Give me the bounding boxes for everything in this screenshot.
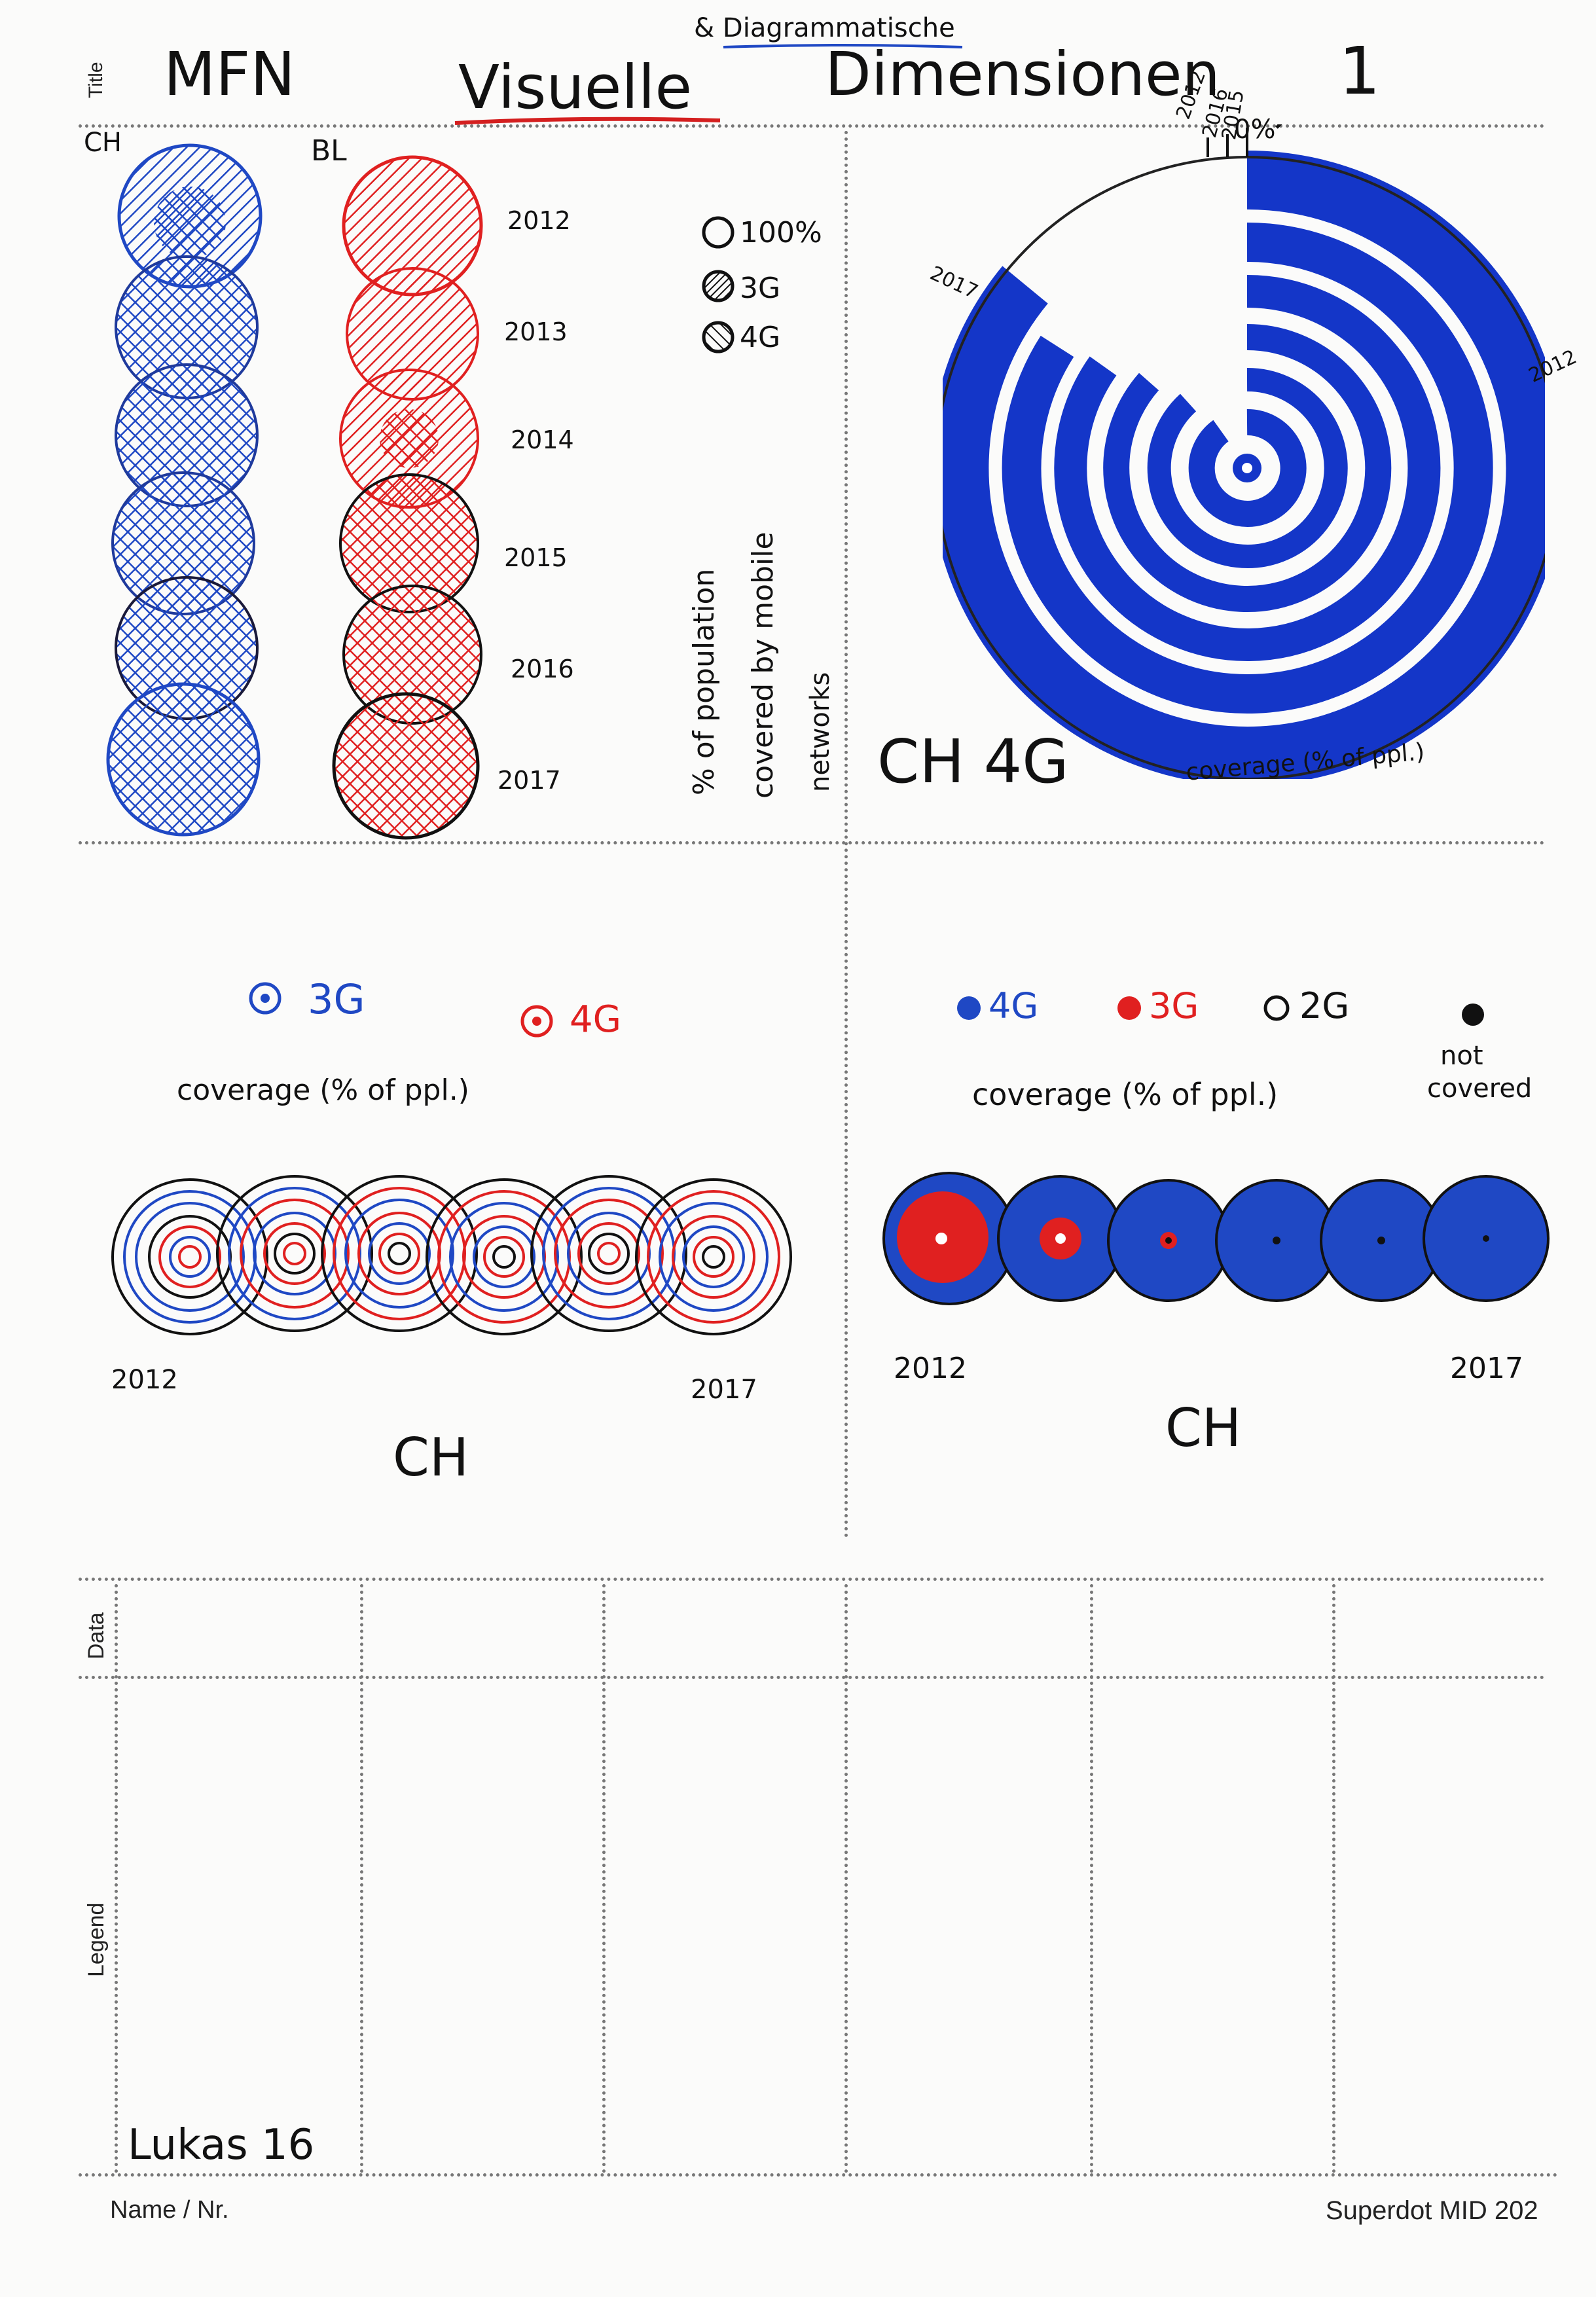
footer-divider: [79, 2173, 1558, 2177]
sketch3-legend-4g-icon: [520, 1005, 553, 1038]
sketch1-legend-4g: 4G: [740, 321, 781, 354]
sketch1-col-bl-label: BL: [311, 134, 347, 168]
sketch1-year-1: 2013: [504, 317, 568, 346]
title-underline: [454, 117, 721, 125]
grid-col-5: [1332, 1584, 1335, 2173]
sketch4-legend-4g-label: 4G: [988, 985, 1039, 1026]
title-word-dimensionen: Dimensionen: [825, 39, 1220, 109]
sketch4-legend-3g-label: 3G: [1149, 985, 1199, 1026]
sketch3-legend-3g-icon: [249, 982, 281, 1015]
sketch4-circle-2012: [882, 1172, 1016, 1305]
grid-col-0: [115, 1584, 118, 2173]
title-word-visuelle: Visuelle: [458, 52, 693, 122]
sketch1-ch-column: [106, 143, 263, 837]
sketch3-start-year: 2012: [111, 1365, 178, 1395]
sketch1-legend-100: 100%: [740, 216, 822, 249]
sketch3-circles: [111, 1175, 792, 1335]
sketch4-start-year: 2012: [894, 1352, 967, 1385]
sketch2-radial-chart: [943, 124, 1545, 779]
sketch1-year-0: 2012: [507, 206, 571, 235]
sketch2-top-label-zero: 0%: [1234, 115, 1276, 145]
sketch1-year-2: 2014: [511, 425, 574, 454]
author-signature: Lukas 16: [128, 2121, 315, 2169]
header-divider: [79, 124, 1545, 128]
sketch4-circle-2017: [1423, 1175, 1550, 1302]
data-row-label: Data: [84, 1612, 109, 1659]
sketch1-year-4: 2016: [511, 655, 574, 683]
ring-2013: [1002, 223, 1493, 714]
page-number: 1: [1339, 33, 1381, 109]
sketch1-legend-3g: 3G: [740, 272, 781, 305]
sketch4-circles: [882, 1172, 1550, 1305]
legend-row-label: Legend: [84, 1902, 109, 1977]
ring-2017: [1188, 408, 1307, 527]
sketch3-caption: CH: [393, 1427, 469, 1488]
ring-2014: [1054, 275, 1441, 661]
sketch3-legend-4g-label: 4G: [570, 998, 622, 1041]
legend-half-hatched-circle-icon: [702, 321, 735, 353]
sketch1-year-3: 2015: [504, 543, 568, 572]
sketch1-bl-column: [332, 155, 483, 840]
insert-underline: [723, 44, 963, 48]
brand-label: Superdot MID 202: [1326, 2196, 1538, 2225]
sketch4-legend-3g-icon: [1117, 996, 1141, 1020]
ring-2015: [1103, 324, 1392, 612]
sketch4-legend-not-covered-icon: [1462, 1004, 1484, 1026]
title-insert-text: & Diagrammatische: [694, 13, 955, 43]
row-divider-2: [79, 1578, 1545, 1581]
sketch4-legend-4g-icon: [957, 996, 981, 1020]
name-field-label: Name / Nr.: [110, 2196, 229, 2224]
sketch4-end-year: 2017: [1450, 1352, 1523, 1385]
sketch3-circle-2013: [216, 1175, 373, 1332]
sketch2-caption: CH 4G: [877, 727, 1069, 797]
sketch1-circles: [106, 143, 483, 840]
sketch4-not-covered-line1: not: [1440, 1041, 1483, 1071]
sketch4-circle-2013: [997, 1175, 1124, 1302]
legend-empty-circle-icon: [702, 216, 735, 249]
sketch4-circle-2015: [1215, 1179, 1338, 1302]
legend-hatched-circle-icon: [702, 270, 735, 302]
sketch3-circle-2017: [635, 1178, 792, 1335]
sketch1-axis-caption-line2: covered by mobile: [746, 532, 780, 799]
ring-2016: [1147, 367, 1348, 568]
grid-col-1: [360, 1584, 363, 2173]
sketch1-year-5: 2017: [498, 766, 561, 795]
grid-col-2: [602, 1584, 606, 2173]
sketch4-legend-2g-icon: [1263, 995, 1290, 1021]
sketch1-col-ch-label: CH: [84, 128, 122, 158]
sketch4-caption: CH: [1165, 1398, 1242, 1458]
grid-col-3: [844, 1584, 848, 2173]
grid-col-4: [1090, 1584, 1093, 2173]
row-divider-3: [79, 1676, 1545, 1679]
sketch1-axis-caption-line1: % of population: [687, 568, 721, 795]
row-divider-1: [79, 841, 1545, 844]
sketch4-legend-2g-label: 2G: [1299, 985, 1350, 1026]
ring-2012: [943, 151, 1545, 779]
sketch4-subtitle: coverage (% of ppl.): [972, 1077, 1279, 1112]
title-field-label: Title: [85, 62, 107, 98]
sketch4-not-covered-line2: covered: [1427, 1074, 1533, 1104]
sketch3-legend-3g-label: 3G: [308, 975, 365, 1023]
center-divider: [844, 131, 848, 1538]
sketch1-legend-icons: [702, 216, 735, 353]
sketch3-end-year: 2017: [691, 1375, 757, 1405]
sketch3-subtitle: coverage (% of ppl.): [177, 1074, 469, 1107]
sketch3-circle-2016: [530, 1175, 687, 1332]
sketch1-axis-caption-line3: networks: [805, 672, 835, 792]
sketch4-circle-2014: [1107, 1179, 1230, 1302]
title-word-mfn: MFN: [164, 39, 296, 109]
